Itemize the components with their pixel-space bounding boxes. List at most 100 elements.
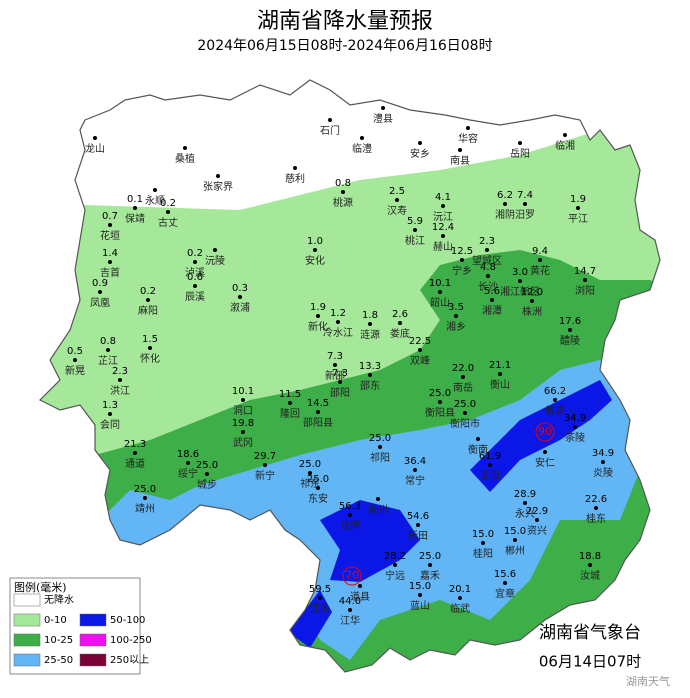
station-value: 0.8	[335, 178, 351, 189]
station-dot	[393, 563, 397, 567]
area-50-100	[288, 590, 332, 648]
station-name: 湘阴	[495, 208, 515, 221]
station-name: 绥宁	[178, 467, 198, 480]
station-name: 华容	[458, 132, 478, 145]
station-name: 凤凰	[90, 297, 110, 309]
station-dot	[460, 258, 464, 262]
station-value: 14.5	[307, 398, 329, 409]
station-dot	[418, 593, 422, 597]
station-dot	[316, 486, 320, 490]
station-name: 衡南	[468, 443, 488, 456]
station-dot	[466, 126, 470, 130]
station-name: 隆回	[280, 407, 300, 420]
station-dot	[348, 608, 352, 612]
station-dot	[486, 274, 490, 278]
station-dot	[166, 210, 170, 214]
station-value: 25.0	[429, 388, 451, 399]
station-value: 12.0	[521, 287, 543, 298]
station-value: 34.9	[564, 413, 586, 424]
station-dot	[183, 146, 187, 150]
station-value: 4.1	[435, 192, 451, 203]
station-value: 7.3	[332, 368, 348, 379]
station-value: 0.6	[187, 272, 203, 283]
station-name: 花垣	[100, 229, 120, 242]
station-name: 道县	[350, 590, 370, 603]
station-name: 望城区	[472, 254, 502, 267]
station-value: 22.5	[409, 336, 431, 347]
station-value: 25.0	[454, 399, 476, 410]
station-value: 25.0	[299, 459, 321, 470]
area-50-100	[320, 500, 420, 582]
station-dot	[583, 278, 587, 282]
station-name: 宁远	[385, 569, 405, 582]
station-name: 芷江	[98, 354, 118, 367]
station-value: 2.6	[392, 309, 408, 320]
station-dot	[438, 400, 442, 404]
station-name: 郴州	[505, 544, 525, 557]
station-name: 汝城	[580, 569, 600, 582]
station-dot	[498, 372, 502, 376]
station-name: 沅陵	[205, 254, 225, 267]
station-name: 耒阳	[480, 470, 500, 482]
station-dot	[106, 348, 110, 352]
station-value: 66.2	[544, 386, 566, 397]
station-name: 保靖	[125, 212, 145, 225]
issued: 06月14日07时	[539, 653, 641, 671]
station-value: 22.0	[452, 363, 474, 374]
station-dot	[368, 373, 372, 377]
station-dot	[530, 299, 534, 303]
station-dot	[458, 148, 462, 152]
station-value: 0.5	[67, 346, 83, 357]
station-value: 17.6	[559, 316, 581, 327]
station-name: 岳阳	[510, 148, 530, 160]
station-value: 20.1	[449, 584, 471, 595]
station-value: 34.9	[592, 448, 614, 459]
station-name: 邵阳	[330, 387, 350, 399]
station-name: 新宁	[255, 469, 275, 482]
station-dot	[523, 202, 527, 206]
station-name: 吉首	[100, 266, 120, 279]
station-value: 19.8	[232, 418, 254, 429]
station-name: 衡阳县	[425, 407, 455, 419]
station-dot	[601, 460, 605, 464]
station-dot	[381, 106, 385, 110]
station-dot	[108, 412, 112, 416]
station-value: 1.3	[102, 400, 118, 411]
station-name: 泸溪	[185, 267, 205, 279]
station-value: 6.2	[497, 190, 513, 201]
station-name: 湘江新区	[500, 285, 540, 298]
station-dot	[543, 450, 547, 454]
legend-label: 10-25	[44, 635, 73, 646]
station-dot	[193, 284, 197, 288]
station-dot	[395, 198, 399, 202]
station-name: 双牌	[340, 519, 360, 532]
station-name: 浏阳	[575, 284, 595, 297]
station-dot	[454, 314, 458, 318]
station-value: 2.3	[479, 236, 495, 247]
station-dot	[213, 248, 217, 252]
station-name: 桂东	[586, 512, 606, 525]
station-name: 临澧	[352, 142, 372, 155]
station-value: 1.9	[570, 194, 586, 205]
station-name: 株洲	[522, 305, 542, 318]
station-dot	[288, 401, 292, 405]
station-dot	[461, 375, 465, 379]
station-dot	[328, 118, 332, 122]
station-name: 古丈	[158, 216, 178, 229]
station-value: 1.5	[142, 334, 158, 345]
legend-swatch	[79, 653, 107, 667]
station-dot	[73, 358, 77, 362]
station-name: 桃源	[333, 196, 353, 209]
station-dot	[193, 260, 197, 264]
legend-label: 250以上	[110, 654, 149, 666]
station-name: 武冈	[233, 436, 253, 449]
station-name: 湘乡	[446, 320, 466, 333]
station-dot	[416, 523, 420, 527]
station-dot	[538, 258, 542, 262]
station-dot	[588, 563, 592, 567]
watermark: 湖南天气	[626, 674, 670, 688]
legend-label: 100-250	[110, 635, 152, 646]
station-name: 靖州	[135, 502, 155, 515]
station-dot	[398, 321, 402, 325]
station-dot	[428, 563, 432, 567]
